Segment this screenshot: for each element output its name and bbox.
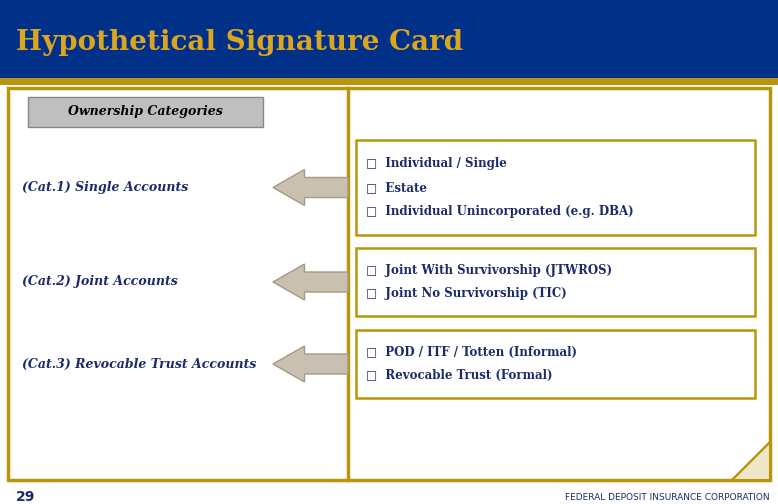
Text: Ownership Categories: Ownership Categories bbox=[68, 105, 223, 118]
Bar bbox=[356, 330, 755, 398]
Bar bbox=[356, 140, 755, 235]
Bar bbox=[356, 248, 755, 316]
Text: □  Joint With Survivorship (JTWROS): □ Joint With Survivorship (JTWROS) bbox=[366, 264, 612, 277]
Text: (Cat.2) Joint Accounts: (Cat.2) Joint Accounts bbox=[22, 276, 177, 288]
Text: □  POD / ITF / Totten (Informal): □ POD / ITF / Totten (Informal) bbox=[366, 346, 577, 359]
Polygon shape bbox=[273, 169, 348, 206]
Text: (Cat.3) Revocable Trust Accounts: (Cat.3) Revocable Trust Accounts bbox=[22, 357, 257, 370]
Text: □  Revocable Trust (Formal): □ Revocable Trust (Formal) bbox=[366, 369, 552, 382]
Text: □  Estate: □ Estate bbox=[366, 181, 427, 194]
Text: □  Individual / Single: □ Individual / Single bbox=[366, 157, 507, 170]
Polygon shape bbox=[732, 442, 770, 480]
Bar bbox=[0, 0, 778, 78]
Polygon shape bbox=[273, 346, 348, 382]
Bar bbox=[8, 88, 770, 480]
Text: 29: 29 bbox=[16, 490, 35, 504]
Bar bbox=[0, 78, 778, 85]
Bar bbox=[28, 97, 263, 127]
Text: FEDERAL DEPOSIT INSURANCE CORPORATION: FEDERAL DEPOSIT INSURANCE CORPORATION bbox=[566, 492, 770, 501]
Text: Hypothetical Signature Card: Hypothetical Signature Card bbox=[16, 29, 463, 55]
Text: □  Joint No Survivorship (TIC): □ Joint No Survivorship (TIC) bbox=[366, 287, 566, 300]
Polygon shape bbox=[273, 264, 348, 300]
Text: □  Individual Unincorporated (e.g. DBA): □ Individual Unincorporated (e.g. DBA) bbox=[366, 205, 633, 218]
Text: (Cat.1) Single Accounts: (Cat.1) Single Accounts bbox=[22, 181, 188, 194]
